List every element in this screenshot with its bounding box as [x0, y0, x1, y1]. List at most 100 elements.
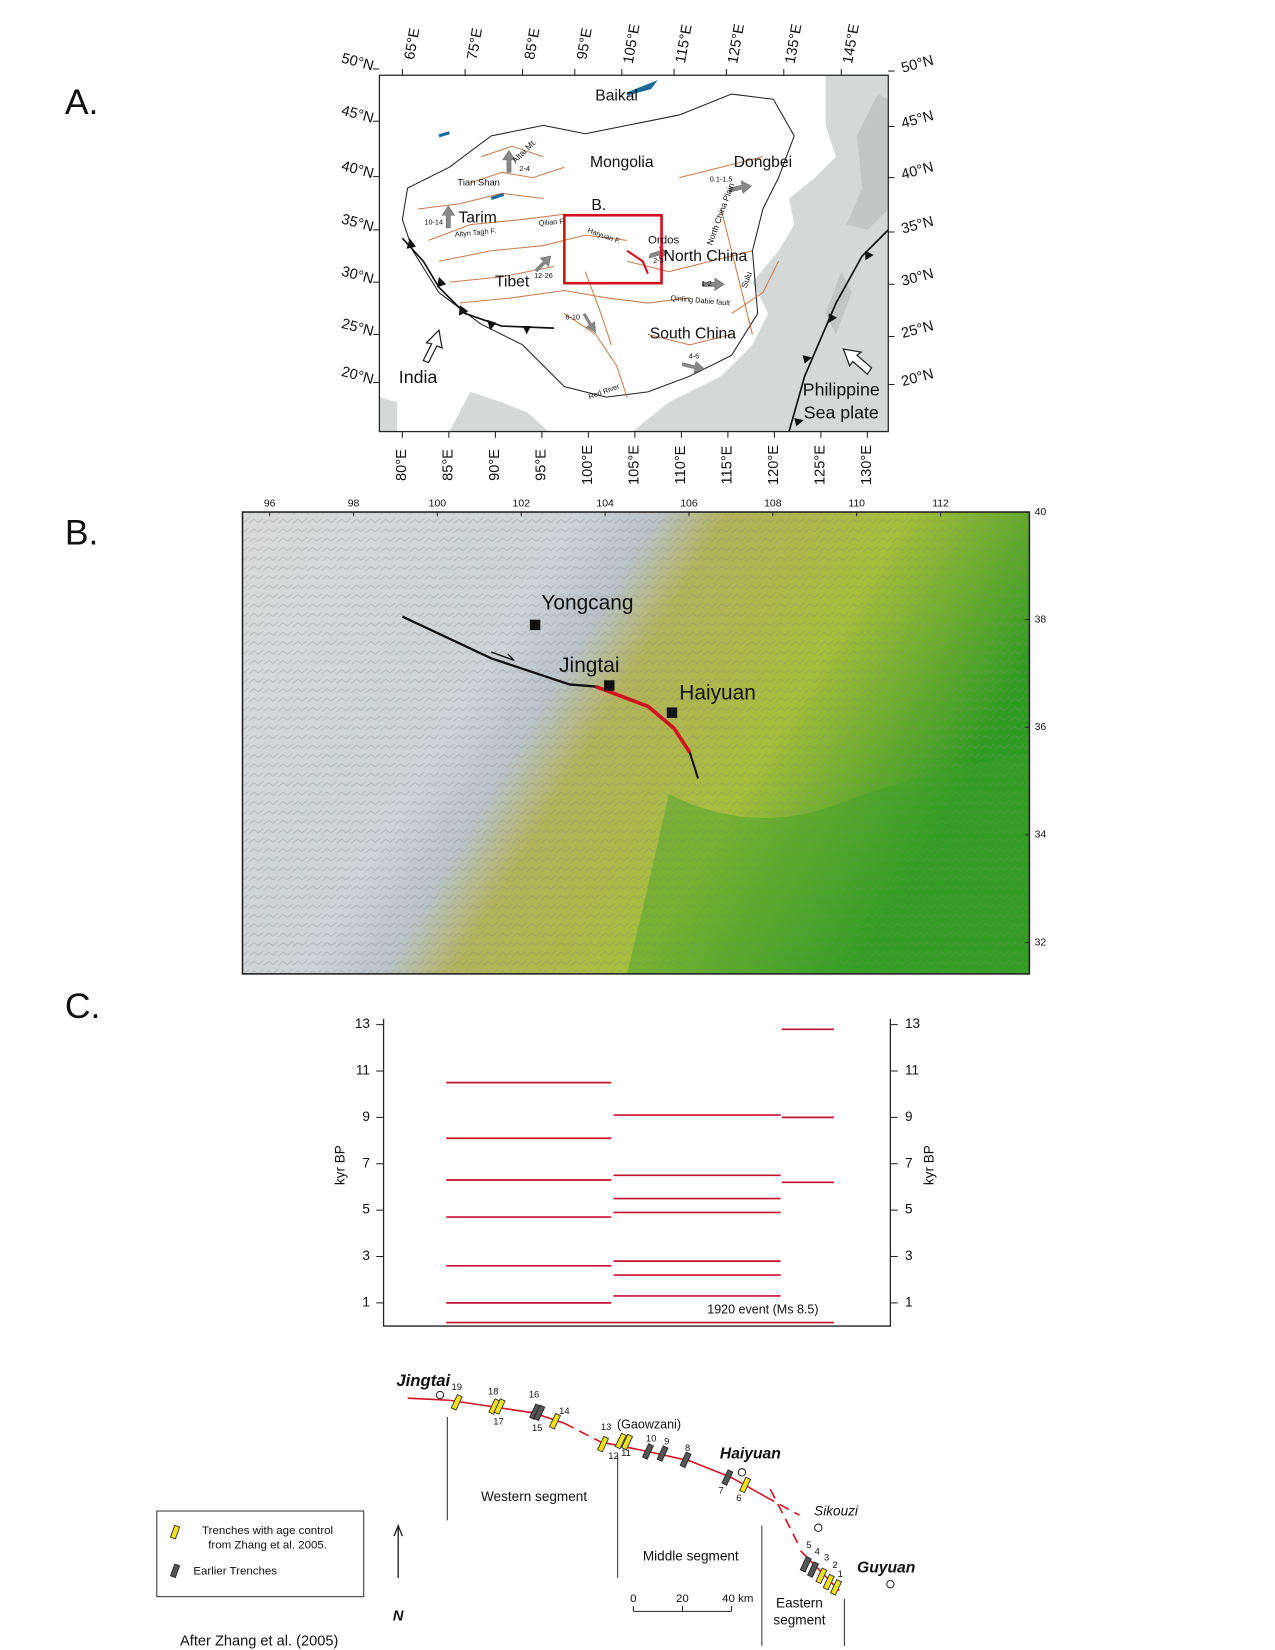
trench-number: 5: [806, 1539, 811, 1550]
map-label: Tian Shan: [457, 176, 499, 187]
trench-number: 6: [736, 1492, 741, 1503]
trench-number: 1: [838, 1568, 843, 1579]
map-label: Tibet: [495, 273, 530, 290]
lon-label: 145°E: [840, 23, 863, 65]
trench: [679, 1451, 692, 1469]
place-label: Sikouzi: [814, 1504, 859, 1519]
lat-label: 40°N: [340, 158, 376, 182]
y-tick-label: 1: [905, 1294, 913, 1309]
lon-label: 104: [596, 498, 614, 509]
lat-label: 35°N: [900, 214, 936, 238]
trench: [597, 1435, 610, 1453]
lon-label: 90°E: [487, 449, 503, 481]
map-label: 12-26: [534, 271, 553, 280]
lon-label: 100: [429, 498, 447, 509]
lon-label: 125°E: [725, 23, 748, 65]
slip-arrow: [490, 651, 515, 662]
lon-label: 106: [680, 498, 698, 509]
lat-label: 40: [1035, 507, 1047, 518]
trench: [533, 1404, 546, 1422]
lat-label: 30°N: [340, 264, 376, 288]
trench-number: 4: [815, 1545, 820, 1556]
y-tick-label: 11: [356, 1063, 370, 1078]
trench: [799, 1556, 812, 1573]
lat-label: 45°N: [900, 108, 936, 132]
lon-label: 100°E: [580, 445, 596, 485]
lon-label: 120°E: [766, 445, 782, 485]
map-label: Philippine: [803, 380, 880, 400]
trench-number: 9: [664, 1436, 669, 1447]
lat-label: 35°N: [340, 212, 376, 236]
place-label: Guyuan: [857, 1560, 915, 1577]
lon-label: 80°E: [394, 449, 410, 481]
trench-number: 3: [824, 1552, 829, 1563]
trench: [815, 1567, 828, 1585]
place-label: Jingtai: [559, 654, 619, 677]
town-marker: [604, 680, 615, 691]
segment-label: segment: [773, 1612, 825, 1627]
site-note: (Gaowzani): [617, 1418, 681, 1432]
lon-label: 102: [513, 498, 531, 509]
map-label: Qilian F.: [538, 216, 565, 227]
trench: [548, 1412, 561, 1430]
y-axis-title: kyr BP: [922, 1145, 937, 1185]
lat-label: 25°N: [340, 316, 376, 340]
lat-label: 30°N: [900, 266, 936, 290]
legend-icon: [169, 1524, 181, 1540]
segment-label: Western segment: [481, 1489, 587, 1504]
map-label: 0.1-1.5: [710, 175, 733, 184]
map-frame: [378, 74, 889, 433]
trench-number: 19: [451, 1381, 461, 1392]
trench-number: 2: [832, 1559, 837, 1570]
map-label: Ordos: [648, 234, 680, 246]
place-label: Jingtai: [396, 1371, 450, 1390]
lat-label: 20°N: [340, 364, 376, 388]
map-label: Altyn Tagh F.: [454, 226, 496, 239]
trench-number: 14: [559, 1405, 569, 1416]
trench: [621, 1433, 634, 1451]
lon-label: 112: [932, 498, 949, 509]
map-label: 2-3: [653, 256, 664, 265]
map-label: Mongolia: [590, 154, 654, 171]
trench: [493, 1398, 506, 1415]
map-b-labels: 96 98 100 102 104 106 108 110 112 40 38 36 34 32 Yongc…: [264, 498, 1047, 948]
y-tick-label: 5: [362, 1202, 370, 1217]
relief-texture: [242, 512, 1030, 974]
lon-label: 130°E: [859, 445, 875, 485]
map-label: Sea plate: [804, 402, 879, 422]
y-tick-label: 1: [362, 1294, 370, 1309]
lon-label: 115°E: [673, 23, 696, 64]
lon-label: 125°E: [813, 445, 829, 485]
lon-label: 75°E: [465, 27, 486, 61]
lon-label: 105°E: [621, 23, 644, 65]
y-tick-label: 7: [905, 1155, 913, 1170]
trench-number: 16: [529, 1389, 539, 1400]
map-label: 4-6: [689, 351, 700, 360]
fault-line: [401, 615, 596, 688]
map-frame: [241, 511, 1031, 975]
lon-label: 85°E: [441, 449, 457, 481]
map-label: Tarim: [458, 210, 496, 227]
lon-label: 135°E: [783, 23, 806, 65]
trench-number: 18: [488, 1385, 498, 1396]
lon-label: 115°E: [720, 445, 736, 484]
map-label: South China: [650, 326, 736, 343]
trench-number: 8: [685, 1442, 690, 1453]
lon-label: 95°E: [574, 27, 595, 61]
trench-number: 10: [646, 1432, 656, 1443]
legend-text: from Zhang et al. 2005.: [208, 1540, 327, 1552]
y-tick-label: 9: [905, 1109, 913, 1124]
trench-number: 7: [718, 1485, 723, 1496]
lon-label: 98: [348, 498, 360, 509]
lon-label: 105°E: [627, 445, 643, 485]
segment-label: Eastern: [776, 1596, 823, 1611]
lon-label: 110: [848, 498, 865, 509]
lat-label: 32: [1035, 937, 1047, 948]
fault-line: [688, 752, 700, 779]
trench-number: 15: [532, 1422, 542, 1433]
trench: [614, 1432, 627, 1450]
panel-label: C.: [65, 986, 101, 1026]
map-label: B.: [591, 197, 606, 214]
